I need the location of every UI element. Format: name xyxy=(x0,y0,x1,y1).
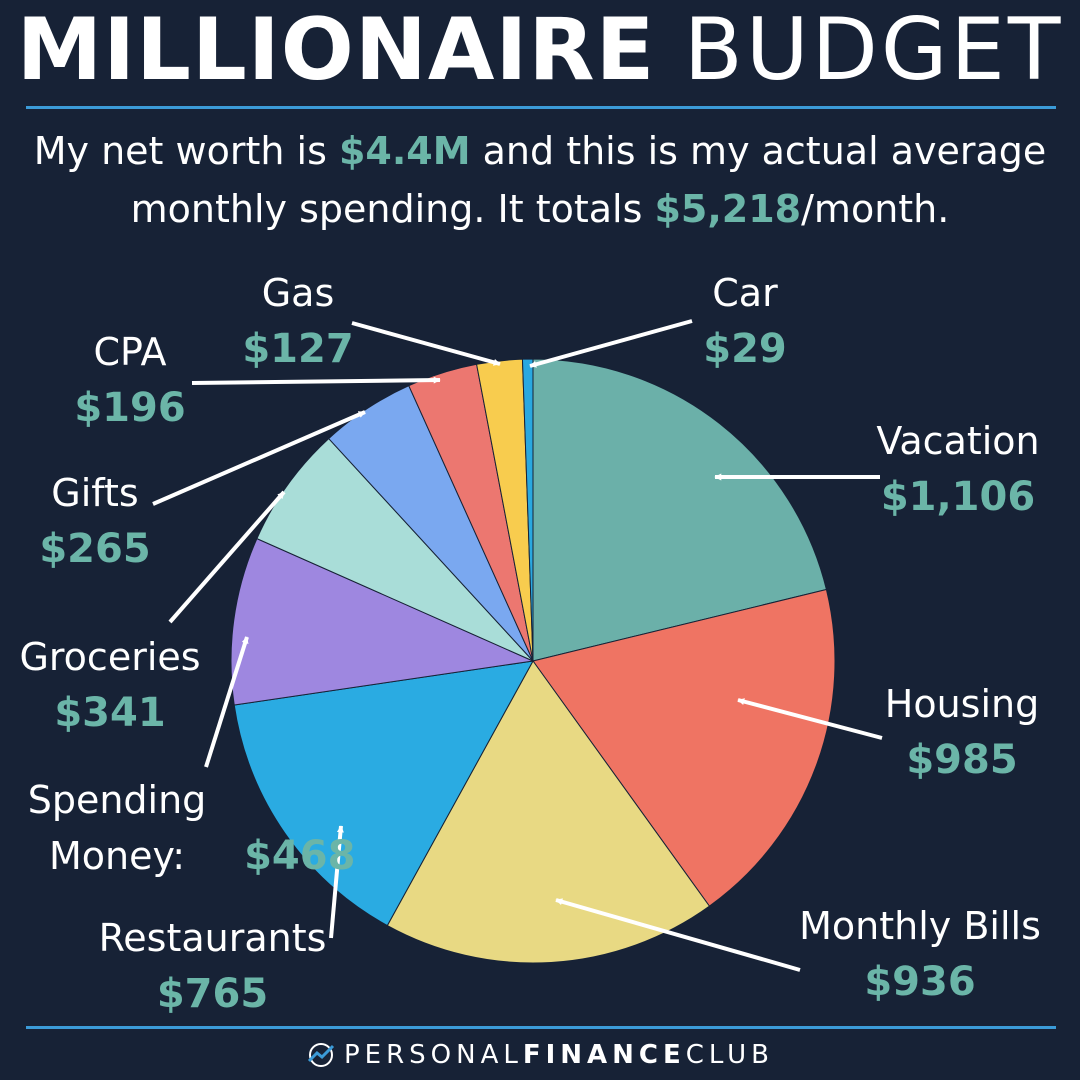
label-housing: Housing $985 xyxy=(862,676,1062,788)
pie-slice-restaurants xyxy=(233,660,534,927)
label-groceries-value: $341 xyxy=(54,690,166,736)
label-car-value: $29 xyxy=(703,326,787,372)
label-gifts: Gifts $265 xyxy=(20,465,170,577)
bottom-rule xyxy=(26,1026,1056,1029)
brand-finance: FINANCE xyxy=(522,1040,686,1070)
label-monthly-bills-value: $936 xyxy=(864,959,976,1005)
label-spending-money-value: $468 xyxy=(244,833,356,879)
label-car-name: Car xyxy=(712,271,778,315)
label-cpa-name: CPA xyxy=(93,330,167,374)
footer-brand: PERSONAL FINANCE CLUB xyxy=(0,1040,1080,1070)
pie-slice-groceries xyxy=(256,437,534,662)
subtitle-line-2-pre: monthly spending. It totals xyxy=(130,187,655,231)
label-gifts-name: Gifts xyxy=(51,471,139,515)
subtitle-line-2: monthly spending. It totals $5,218/month… xyxy=(0,180,1080,238)
label-vacation-value: $1,106 xyxy=(880,474,1036,520)
page-title: MILLIONAIRE BUDGET xyxy=(0,2,1080,98)
label-groceries-name: Groceries xyxy=(19,635,201,679)
arrow-car xyxy=(529,319,693,368)
label-car: Car $29 xyxy=(690,265,800,377)
arrow-housing xyxy=(737,698,883,740)
top-rule xyxy=(26,106,1056,109)
label-groceries: Groceries $341 xyxy=(0,629,220,741)
label-gas-value: $127 xyxy=(242,326,354,372)
arrow-groceries xyxy=(168,490,286,624)
brand-club: CLUB xyxy=(685,1040,774,1070)
label-gifts-value: $265 xyxy=(39,526,151,572)
arrow-cpa xyxy=(191,376,441,385)
label-vacation: Vacation $1,106 xyxy=(858,413,1058,525)
label-monthly-bills: Monthly Bills $936 xyxy=(780,898,1060,1010)
trend-line-icon xyxy=(307,1043,335,1067)
subtitle-line-2-post: /month. xyxy=(801,187,950,231)
arrow-gas xyxy=(351,321,501,366)
subtitle-line-1: My net worth is $4.4M and this is my act… xyxy=(0,122,1080,180)
pie-slice-monthly-bills xyxy=(386,660,711,964)
subtitle-line-1-post: and this is my actual average xyxy=(470,129,1047,173)
arrow-gifts xyxy=(152,410,366,506)
label-restaurants-name: Restaurants xyxy=(98,916,327,960)
title-light: BUDGET xyxy=(683,0,1064,100)
monthly-total-value: $5,218 xyxy=(654,187,802,231)
arrow-restaurants xyxy=(329,825,344,939)
title-bold: MILLIONAIRE xyxy=(16,0,656,100)
label-housing-name: Housing xyxy=(884,682,1040,726)
pie-slice-vacation xyxy=(532,358,828,662)
label-spending-money-name: Spending Money: xyxy=(27,778,207,878)
pie-slice-housing xyxy=(532,588,836,907)
label-gas-name: Gas xyxy=(261,271,335,315)
label-monthly-bills-name: Monthly Bills xyxy=(799,904,1041,948)
label-housing-value: $985 xyxy=(906,737,1018,783)
brand-personal: PERSONAL xyxy=(343,1040,523,1070)
pie-slice-car xyxy=(521,358,534,662)
label-cpa-value: $196 xyxy=(74,385,186,431)
label-vacation-name: Vacation xyxy=(876,419,1040,463)
label-cpa: CPA $196 xyxy=(60,324,200,436)
arrow-monthly-bills xyxy=(555,898,801,972)
subtitle-line-1-pre: My net worth is xyxy=(33,129,339,173)
pie-slice-spending-money xyxy=(230,537,535,706)
label-restaurants: Restaurants $765 xyxy=(90,910,335,1022)
label-gas: Gas $127 xyxy=(228,265,368,377)
net-worth-value: $4.4M xyxy=(338,129,471,173)
arrow-spending-money xyxy=(204,636,249,768)
label-restaurants-value: $765 xyxy=(156,971,269,1017)
label-spending-money: Spending Money: $468 xyxy=(2,772,356,884)
subtitle: My net worth is $4.4M and this is my act… xyxy=(0,122,1080,238)
